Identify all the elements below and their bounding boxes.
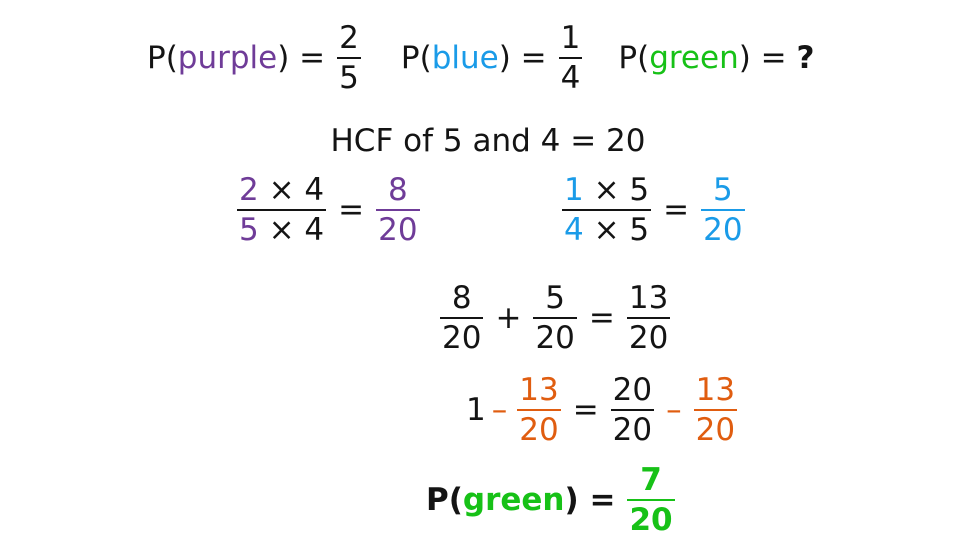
fraction-13-20: 13 20 (517, 372, 561, 448)
fraction-13-20: 13 20 (626, 280, 671, 356)
plus: + (495, 300, 522, 336)
p-purple-label: P(purple) = (147, 40, 326, 76)
fraction-8-20: 8 20 (440, 280, 484, 356)
equals: = (588, 300, 615, 336)
p-blue-label: P(blue) = (400, 40, 547, 76)
purple-result-fraction: 8 20 (376, 172, 420, 248)
p-green-label: P(green) = ? (618, 40, 815, 76)
p-green-answer-label: P(green) = (426, 482, 616, 518)
minus: – (666, 392, 682, 428)
fraction-20-20: 20 20 (610, 372, 655, 448)
fraction-13-20: 13 20 (693, 372, 738, 448)
equals: = (663, 192, 690, 228)
answer-row: P(green) = 7 20 (426, 458, 679, 542)
hcf-statement: HCF of 5 and 4 = 20 (330, 123, 646, 159)
equals: = (572, 392, 599, 428)
sum-row: 8 20 + 5 20 = 13 20 (436, 276, 674, 360)
fraction-5-20: 5 20 (533, 280, 577, 356)
equals: = (338, 192, 365, 228)
answer-fraction: 7 20 (627, 462, 675, 538)
minus: – (491, 392, 508, 428)
subtraction-row: 1 – 13 20 = 20 20 – 13 20 (466, 368, 741, 452)
one: 1 (466, 392, 486, 428)
blue-result-fraction: 5 20 (701, 172, 745, 248)
